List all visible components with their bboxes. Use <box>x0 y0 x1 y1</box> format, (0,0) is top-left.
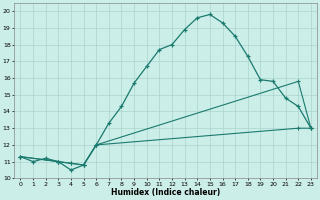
X-axis label: Humidex (Indice chaleur): Humidex (Indice chaleur) <box>111 188 220 197</box>
